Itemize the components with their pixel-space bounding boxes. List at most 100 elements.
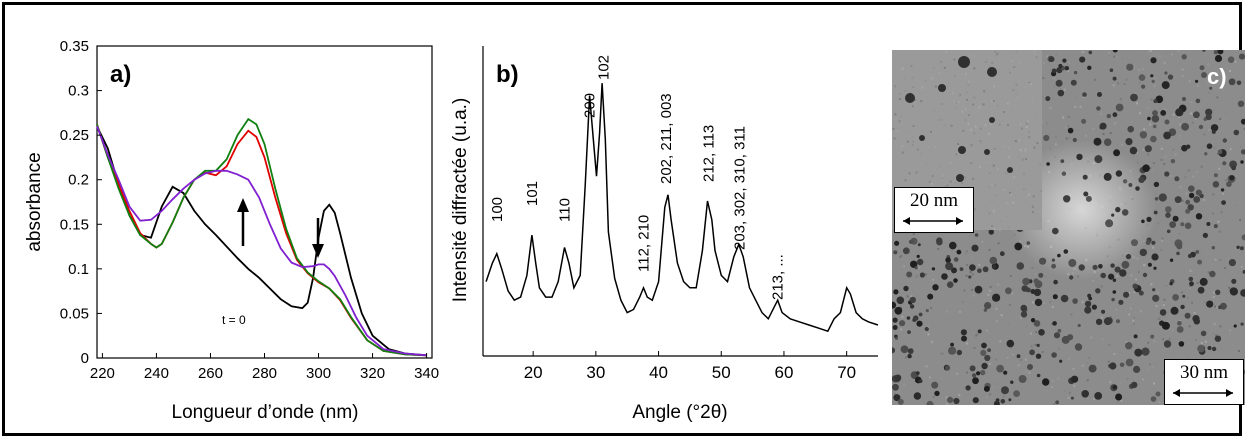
tem-grain (958, 393, 961, 396)
tem-particle (1132, 283, 1138, 289)
tem-particle (961, 335, 967, 342)
tem-inset-grain (915, 171, 918, 174)
tem-particle (992, 265, 996, 269)
tem-inset-grain (899, 58, 902, 61)
panel-a-label: a) (110, 61, 131, 88)
tem-grain (966, 263, 969, 266)
tem-particle (1008, 398, 1012, 402)
peak-label: 102 (595, 55, 612, 80)
tem-grain (1117, 400, 1120, 403)
tem-particle (1119, 362, 1125, 368)
tem-grain (1131, 338, 1134, 341)
tem-particle (972, 397, 979, 404)
tem-grain (945, 403, 948, 405)
tem-particle (897, 398, 904, 405)
tem-particle (1063, 249, 1069, 254)
tem-particle (1067, 334, 1074, 341)
tem-grain (1181, 68, 1184, 71)
tem-grain (1171, 329, 1174, 332)
tem-inset-grain (1026, 217, 1029, 220)
tem-grain (978, 263, 981, 266)
tem-grain (1031, 267, 1034, 269)
tem-grain (1074, 95, 1077, 98)
tem-inset-grain (928, 180, 931, 183)
tem-inset-grain (1009, 191, 1012, 194)
tem-particle (1095, 288, 1101, 294)
tem-grain (1165, 52, 1168, 55)
tem-inset-grain (938, 118, 941, 121)
panel-a-xtick-label: 240 (144, 365, 169, 382)
tem-grain (1008, 303, 1011, 306)
tem-inset-particle (956, 174, 964, 182)
tem-grain (1028, 371, 1031, 374)
tem-grain (1133, 344, 1136, 347)
tem-particle (900, 345, 909, 354)
tem-particle (1170, 306, 1179, 315)
tem-inset-grain (980, 180, 983, 183)
tem-inset-grain (933, 184, 936, 186)
tem-grain (1124, 60, 1127, 63)
tem-particle (1116, 319, 1120, 324)
tem-grain (924, 275, 927, 278)
panel-b-axes (482, 46, 878, 357)
tem-particle (1071, 375, 1079, 383)
tem-particle (1084, 300, 1092, 308)
tem-inset-grain (987, 161, 990, 164)
tem-particle (1052, 227, 1059, 235)
tem-inset-grain (909, 134, 912, 137)
tem-grain (1207, 63, 1210, 66)
tem-particle (1233, 129, 1240, 136)
tem-inset-grain (961, 110, 964, 113)
tem-inset-grain (1015, 51, 1018, 54)
tem-grain (901, 315, 904, 318)
tem-inset-grain (945, 51, 948, 54)
tem-particle (983, 308, 988, 312)
tem-inset-grain (933, 109, 936, 112)
tem-grain (1217, 220, 1220, 223)
tem-particle (1057, 253, 1061, 258)
tem-inset-grain (1028, 136, 1031, 139)
tem-inset-grain (957, 143, 960, 145)
scalebar-inset: 20 nm (894, 187, 974, 233)
tem-grain (1088, 323, 1091, 326)
tem-particle (1082, 92, 1087, 97)
tem-particle (1146, 216, 1152, 222)
tem-grain (1161, 237, 1164, 240)
tem-inset-grain (1023, 172, 1025, 175)
tem-particle (1241, 234, 1245, 241)
tem-grain (1181, 199, 1184, 202)
tem-particle (1160, 110, 1167, 116)
tem-grain (1073, 384, 1076, 387)
tem-particle (1166, 229, 1171, 234)
tem-grain (965, 342, 968, 345)
panel-b-xtick-label: 70 (837, 363, 856, 382)
tem-grain (1150, 98, 1153, 101)
tem-grain (1007, 323, 1010, 326)
tem-inset-grain (1031, 98, 1034, 101)
tem-inset-grain (911, 105, 914, 108)
tem-grain (1086, 379, 1089, 382)
tem-particle (1188, 185, 1195, 192)
tem-grain (962, 301, 965, 304)
tem-particle (1184, 222, 1192, 230)
tem-particle (1238, 53, 1245, 60)
tem-grain (1142, 378, 1145, 381)
tem-grain (1213, 322, 1216, 325)
tem-grain (1164, 108, 1167, 110)
tem-grain (1131, 306, 1134, 308)
tem-particle (1141, 84, 1146, 89)
tem-particle (956, 249, 962, 255)
panel-a-ytick-label: 0.2 (68, 172, 89, 189)
tem-inset-grain (988, 212, 991, 215)
tem-particle (1189, 281, 1194, 287)
tem-grain (963, 289, 966, 292)
tem-particle (916, 320, 923, 327)
tem-inset-grain (955, 101, 958, 104)
tem-particle (1030, 318, 1036, 323)
tem-particle (1215, 289, 1221, 295)
tem-particle (906, 271, 913, 278)
tem-particle (902, 247, 910, 255)
tem-inset-grain (990, 100, 993, 103)
double-arrow-icon (1173, 389, 1233, 397)
tem-particle (1213, 224, 1218, 229)
